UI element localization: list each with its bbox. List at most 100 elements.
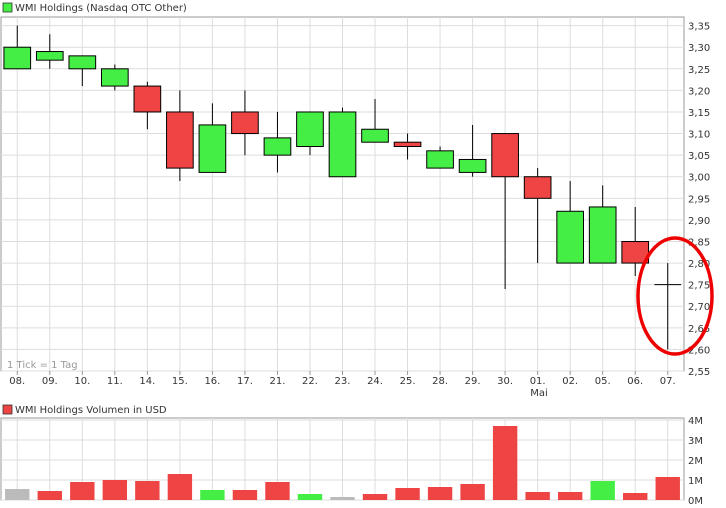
price-x-tick-label: 21. (269, 376, 285, 387)
price-x-tick-label: 28. (432, 376, 448, 387)
price-x-tick-label: 25. (400, 376, 416, 387)
price-x-tick-label: 05. (595, 376, 611, 387)
volume-bar-17 (232, 490, 258, 500)
price-x-tick-label: 06. (627, 376, 643, 387)
candle-body (393, 141, 422, 148)
volume-bar-09 (37, 491, 62, 500)
price-x-tick-label: 07. (660, 376, 676, 387)
volume-bar-14 (135, 481, 160, 500)
volume-bar-10 (70, 482, 95, 500)
candle-07 (654, 263, 682, 350)
candle-05 (588, 185, 617, 264)
candle-01 (523, 168, 552, 264)
price-x-tick-label: 15. (172, 376, 188, 387)
price-candles (3, 25, 682, 350)
price-x-tick-label: 24. (367, 376, 383, 387)
candle-17 (231, 90, 259, 156)
price-chart-title: WMI Holdings (Nasdaq OTC Other) (15, 3, 187, 14)
price-x-tick-label: 23. (335, 376, 351, 387)
price-y-tick-label: 3,35 (688, 22, 710, 33)
price-x-tick-label: 16. (204, 376, 220, 387)
price-x-tick-label: 14. (139, 376, 155, 387)
price-x-tick-label: 09. (42, 376, 58, 387)
volume-bar-06 (623, 493, 648, 500)
price-y-tick-label: 2,65 (688, 324, 710, 335)
candle-23 (328, 107, 357, 178)
price-x-tick-label: 17. (237, 376, 253, 387)
price-panel: 3,35 3,30 3,25 3,20 3,15 3,10 3,05 3,00 2,95 2,90… (0, 2, 714, 399)
volume-panel: 4M 3M 2M 1M 0M WMI Holdings Volumen in USD (0, 404, 703, 507)
price-x-tick-label: 08. (9, 376, 25, 387)
volume-bar-01 (525, 492, 550, 500)
candle-22 (296, 111, 324, 156)
candle-body (556, 210, 585, 264)
price-y-tick-label: 2,80 (688, 259, 710, 270)
candle-29 (458, 124, 487, 177)
price-y-tick-label: 2,70 (688, 302, 710, 313)
candle-body (523, 176, 552, 199)
candle-15 (166, 90, 194, 182)
candle-25 (393, 133, 422, 160)
volume-y-tick-label: 4M (688, 416, 703, 427)
annotation-red-circle (636, 236, 714, 356)
candle-body (166, 111, 194, 169)
candle-body (588, 206, 617, 264)
price-x-axis: 08. 09. 10. 11. 14. 15. 16. 17. 21. 22. 23. 24. 25. 2… (9, 371, 676, 387)
candle-body (361, 128, 389, 143)
price-x-tick-label: 22. (302, 376, 318, 387)
candle-08 (3, 25, 32, 70)
candle-16 (198, 103, 227, 173)
volume-bars (5, 426, 680, 500)
volume-bar-21 (265, 482, 290, 500)
candle-30 (491, 133, 519, 289)
candle-body (198, 124, 227, 173)
volume-bar-24 (362, 494, 388, 500)
volume-bar-28 (427, 487, 453, 500)
volume-chart-title: WMI Holdings Volumen in USD (15, 405, 167, 416)
candle-14 (133, 81, 162, 130)
volume-y-axis: 4M 3M 2M 1M 0M (688, 416, 703, 507)
volume-y-tick-label: 0M (688, 496, 703, 507)
volume-bar-23 (330, 497, 355, 500)
price-x-tick-label: 10. (74, 376, 90, 387)
price-y-tick-label: 3,00 (688, 173, 710, 184)
price-y-tick-label: 2,60 (688, 345, 710, 356)
candle-body (328, 111, 357, 178)
candle-body (100, 68, 129, 87)
candle-body (296, 111, 324, 148)
candle-body (491, 133, 519, 178)
candle-24 (361, 99, 389, 143)
candle-21 (263, 111, 292, 173)
price-x-tick-label: 30. (497, 376, 513, 387)
candle-body (68, 55, 97, 70)
price-x-tick-label: 02. (562, 376, 578, 387)
candle-body (35, 51, 64, 61)
volume-bar-16 (200, 490, 225, 500)
candle-body (458, 158, 487, 173)
volume-bar-11 (102, 480, 128, 500)
price-y-tick-label: 3,10 (688, 130, 710, 141)
volume-bar-15 (167, 474, 193, 500)
month-label: Mai (530, 388, 548, 399)
legend-swatch-volume (2, 404, 13, 415)
candle-10 (68, 55, 97, 87)
price-y-tick-label: 2,55 (688, 367, 710, 378)
tick-footnote: 1 Tick = 1 Tag (7, 360, 78, 371)
candle-body (133, 85, 162, 113)
candle-body (426, 150, 454, 169)
price-y-axis: 3,35 3,30 3,25 3,20 3,15 3,10 3,05 3,00 2,95 2,90… (688, 22, 710, 378)
candle-body (3, 46, 32, 70)
volume-bar-22 (297, 494, 323, 500)
price-x-tick-label: 29. (465, 376, 481, 387)
volume-bar-08 (5, 489, 30, 500)
price-y-tick-label: 3,05 (688, 151, 710, 162)
volume-bar-05 (590, 481, 615, 500)
price-y-tick-label: 3,15 (688, 108, 710, 119)
volume-bar-30 (492, 426, 518, 500)
volume-y-tick-label: 1M (688, 476, 703, 487)
price-y-tick-label: 3,30 (688, 43, 710, 54)
volume-bar-07 (655, 477, 680, 500)
price-y-tick-label: 2,90 (688, 216, 710, 227)
volume-bar-25 (395, 488, 420, 500)
